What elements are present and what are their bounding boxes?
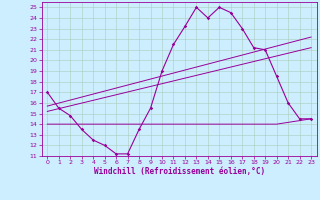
X-axis label: Windchill (Refroidissement éolien,°C): Windchill (Refroidissement éolien,°C) <box>94 167 265 176</box>
